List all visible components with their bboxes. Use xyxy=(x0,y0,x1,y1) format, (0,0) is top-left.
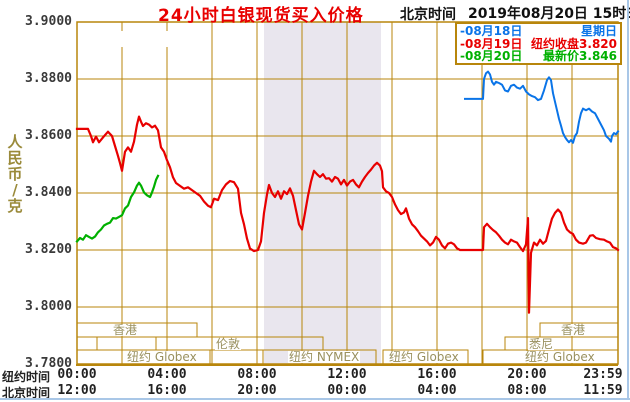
bj-time-tick: 16:00 xyxy=(147,383,187,398)
bj-time-tick: 12:00 xyxy=(57,383,97,398)
y-axis-unit-label: 人民币 / 克 xyxy=(6,134,24,214)
y-tick-label: 3.8800 xyxy=(25,71,72,86)
ny-time-tick: 23:59 xyxy=(583,367,623,382)
bj-time-axis-label: 北京时间 xyxy=(2,386,51,400)
bj-time-tick: 00:00 xyxy=(327,383,367,398)
session-box xyxy=(382,349,469,365)
ny-time-tick: 08:00 xyxy=(237,367,277,382)
ny-time-tick: 12:00 xyxy=(327,367,367,382)
legend-date: -08月20日 xyxy=(460,49,523,63)
legend-row: -08月20日 最新价3.846 xyxy=(460,50,617,62)
session-box xyxy=(76,336,98,351)
session-label: 纽约 Globex xyxy=(388,350,460,364)
session-label: 纽约 NYMEX xyxy=(288,350,361,364)
price-line-0 xyxy=(464,70,620,144)
bj-time-tick: 20:00 xyxy=(237,383,277,398)
legend-desc: 最新价3.846 xyxy=(543,49,617,63)
session-box xyxy=(76,349,211,365)
legend-row: -08月18日 星期日 xyxy=(460,25,617,37)
beijing-clock-value: 2019年08月20日 15时39分 xyxy=(468,6,630,22)
session-box xyxy=(262,349,377,365)
session-label: 香港 xyxy=(112,323,139,337)
y-tick-label: 3.8000 xyxy=(25,299,72,314)
ny-time-tick: 00:00 xyxy=(57,367,97,382)
price-line-1 xyxy=(75,115,620,314)
y-axis-unit-char: 币 xyxy=(7,165,23,183)
bj-time-tick: 11:59 xyxy=(583,383,623,398)
legend: -08月18日 星期日 -08月19日 纽约收盘3.820 -08月20日 最新价3.84… xyxy=(455,22,622,65)
bj-time-tick: 08:00 xyxy=(507,383,547,398)
session-label: 悉尼 xyxy=(528,337,555,351)
legend-desc: 纽约收盘3.820 xyxy=(531,36,617,51)
y-tick-label: 3.7800 xyxy=(25,356,72,371)
beijing-clock-label: 北京时间 xyxy=(400,7,456,23)
legend-desc: 星期日 xyxy=(580,24,617,38)
session-box xyxy=(155,336,324,351)
ny-time-tick: 20:00 xyxy=(507,367,547,382)
bj-time-tick: 04:00 xyxy=(417,383,457,398)
ny-time-axis-label: 纽约时间 xyxy=(2,370,51,384)
y-axis-unit-char: / xyxy=(12,181,18,199)
session-label: 纽约 Globex xyxy=(524,350,596,364)
y-axis-unit-char: 人 xyxy=(7,133,23,151)
window-frame-right xyxy=(627,0,629,400)
session-box xyxy=(76,322,198,338)
ny-time-tick: 04:00 xyxy=(147,367,187,382)
y-tick-label: 3.9000 xyxy=(25,14,72,29)
y-tick-label: 3.8600 xyxy=(25,128,72,143)
watermark-blank xyxy=(78,31,176,47)
legend-date: -08月19日 xyxy=(460,36,523,51)
ny-time-tick: 16:00 xyxy=(417,367,457,382)
session-box xyxy=(539,322,619,338)
window-frame-bottom xyxy=(0,398,630,400)
legend-date: -08月18日 xyxy=(460,24,523,38)
y-tick-label: 3.8200 xyxy=(25,242,72,257)
y-axis-unit-char: 克 xyxy=(7,197,23,215)
page-title: 24小时白银现货买入价格 xyxy=(158,6,364,26)
session-label: 伦敦 xyxy=(215,337,242,351)
session-label: 纽约 Globex xyxy=(126,350,198,364)
session-label: 香港 xyxy=(560,323,587,337)
price-line-2 xyxy=(75,174,160,243)
y-axis-unit-char: 民 xyxy=(7,149,23,167)
legend-row: -08月19日 纽约收盘3.820 xyxy=(460,38,617,50)
session-box xyxy=(482,349,619,365)
y-tick-label: 3.8400 xyxy=(25,185,72,200)
